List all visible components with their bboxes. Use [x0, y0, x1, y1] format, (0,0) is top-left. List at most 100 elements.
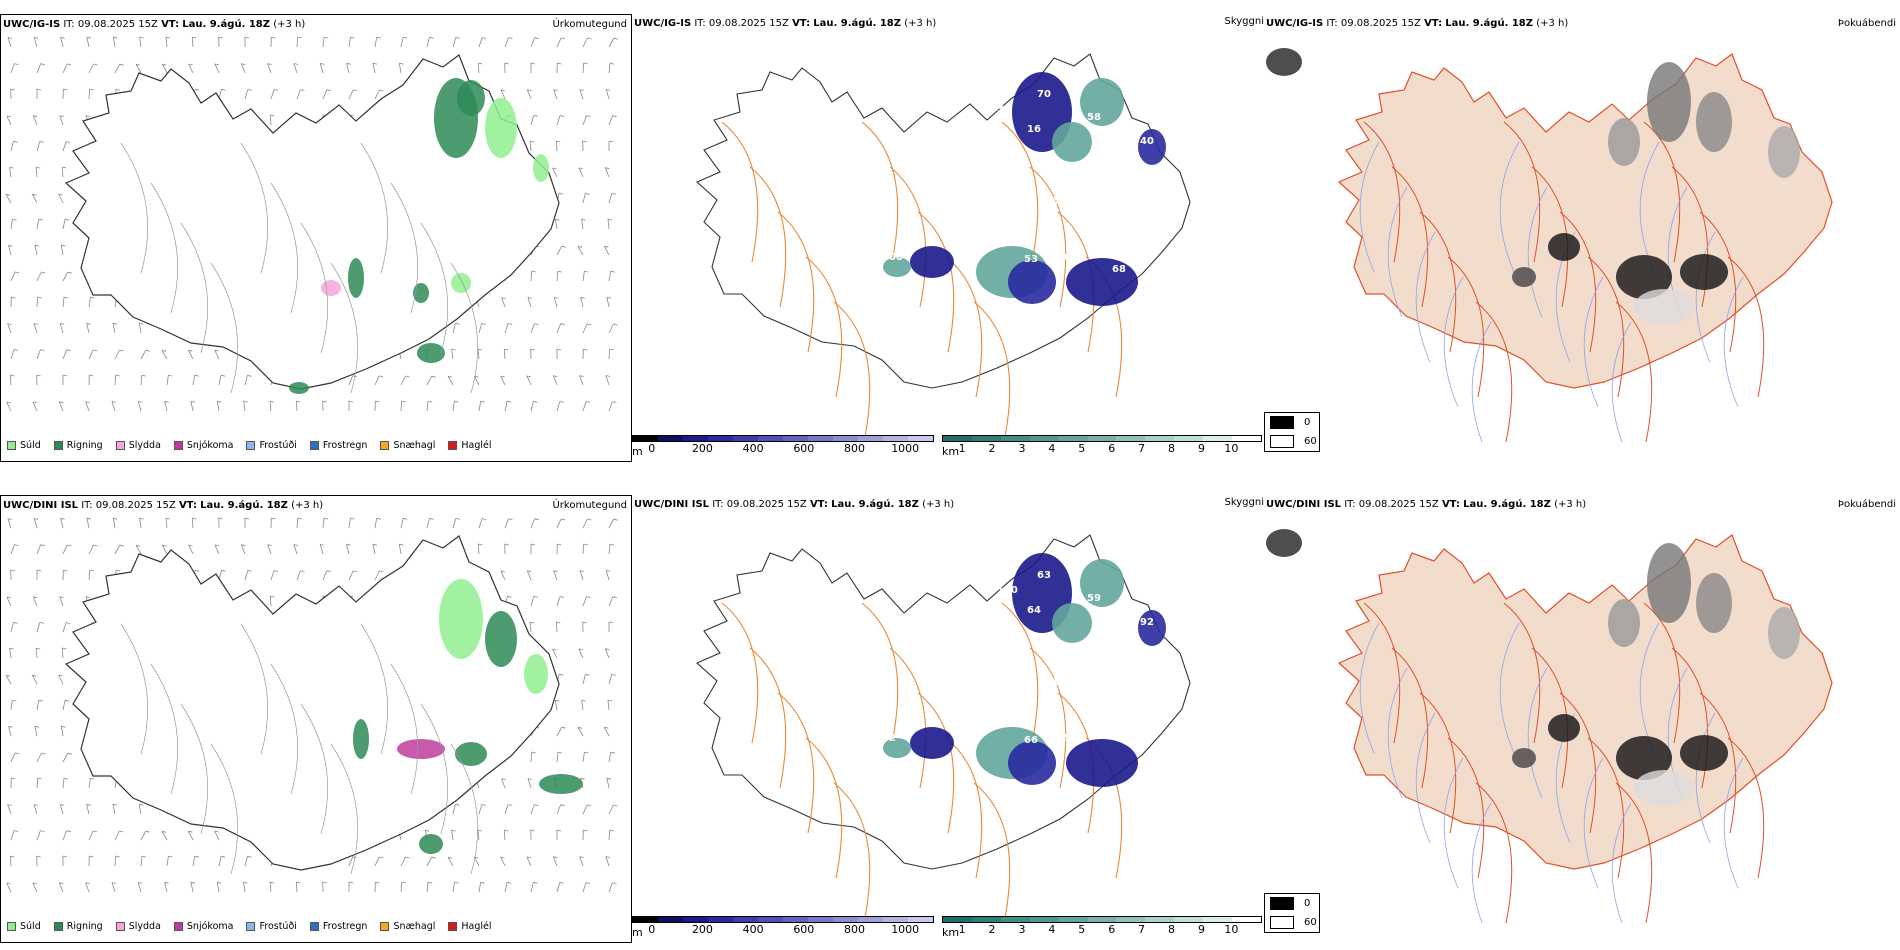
wind-barb: [559, 401, 564, 403]
wind-barb: [376, 517, 381, 520]
wind-barb: [553, 89, 558, 91]
wind-barb: [86, 36, 91, 39]
wind-barb: [556, 621, 561, 624]
wind-barb: [36, 752, 42, 763]
precip-map: [5, 36, 618, 412]
road-line: [150, 663, 179, 795]
road-line: [1001, 602, 1039, 744]
wind-barb: [62, 855, 68, 858]
wind-barb: [322, 37, 325, 48]
wind-barb: [243, 882, 246, 893]
wind-barb: [451, 830, 454, 841]
wind-barb: [534, 37, 539, 40]
wind-barb: [114, 64, 121, 74]
wind-barb: [526, 375, 531, 378]
road-line: [973, 301, 1011, 442]
wind-barb: [115, 855, 120, 858]
wind-barb: [482, 518, 487, 520]
colorbar-tick: 1: [958, 442, 966, 455]
wind-barb: [192, 375, 196, 386]
wind-barb: [608, 401, 613, 412]
wind-barb: [58, 401, 64, 412]
wind-barb: [141, 855, 147, 858]
wind-barb: [112, 323, 116, 334]
wind-barb: [613, 804, 618, 807]
cloud-ceiling-area: [1008, 260, 1056, 304]
cloud-ceiling-area: [1066, 739, 1138, 787]
wind-barb: [137, 882, 142, 893]
road-line: [300, 222, 329, 354]
wind-barb: [346, 543, 351, 546]
wind-barb: [119, 349, 124, 352]
wind-barb: [500, 375, 506, 386]
ceiling-value-label: 59: [1087, 593, 1101, 604]
wind-barb: [112, 804, 116, 815]
wind-barb: [348, 375, 354, 386]
wind-barb: [429, 517, 434, 520]
wind-barb: [216, 882, 220, 893]
wind-barb: [534, 518, 539, 521]
cloud-ceiling-area: [883, 257, 911, 277]
wind-barb: [482, 37, 487, 39]
wind-barb: [561, 726, 566, 729]
river-line: [1723, 276, 1744, 408]
wind-barb: [86, 518, 90, 529]
wind-barb: [221, 855, 226, 858]
iceland-landmass: [1337, 53, 1833, 389]
wind-barb: [556, 829, 562, 832]
wind-barb: [323, 517, 329, 520]
wind-barb: [221, 88, 226, 91]
wind-barb: [452, 804, 456, 815]
wind-barb: [274, 570, 279, 572]
ceiling-value-label: 85: [1087, 154, 1101, 165]
wind-barb: [60, 245, 64, 256]
wind-barb: [36, 569, 42, 572]
colorbar-unit: km: [942, 926, 960, 939]
wind-barb: [138, 882, 143, 884]
wind-barb: [12, 699, 17, 702]
wind-barb: [557, 62, 562, 65]
wind-barb: [111, 401, 116, 403]
wind-barb: [139, 36, 144, 39]
wind-barb: [218, 36, 223, 39]
wind-barb: [36, 544, 42, 555]
wind-barb: [529, 621, 535, 624]
wind-barb: [7, 323, 12, 334]
wind-barb: [582, 323, 588, 334]
legend-swatch: [53, 922, 63, 931]
legend-item: Snjókoma: [173, 440, 233, 451]
cloud-ceiling-area: [1138, 129, 1166, 165]
wind-barb: [115, 88, 121, 91]
legend-label: Snæhagl: [393, 921, 436, 932]
wind-barb: [269, 401, 272, 412]
panel-title: Skyggni: [1224, 497, 1264, 508]
wind-barb: [164, 881, 169, 884]
wind-barb: [581, 700, 584, 711]
colorbar-tick: 400: [742, 442, 764, 455]
wind-barb: [59, 596, 64, 607]
wind-barb: [214, 830, 219, 833]
legend-item: Slydda: [115, 921, 161, 932]
wind-barb: [431, 856, 436, 859]
fog-map: [1266, 529, 1833, 923]
colorbar-unit: m: [632, 926, 643, 939]
ceiling-value-label: 36: [997, 104, 1011, 115]
wind-barb: [119, 544, 124, 547]
wind-barb: [218, 517, 223, 520]
river-line: [1499, 622, 1520, 754]
wind-barb: [478, 37, 483, 48]
wind-barb: [13, 621, 18, 624]
precip-area: [417, 343, 445, 363]
wind-barb: [582, 140, 587, 143]
wind-barb: [9, 855, 12, 867]
wind-barb: [62, 830, 68, 841]
wind-barb: [503, 829, 506, 841]
wind-barb: [86, 323, 90, 334]
colorbar-tick: 0: [648, 442, 656, 455]
river-line: [1359, 141, 1380, 273]
wind-barb: [473, 376, 480, 386]
wind-barb: [583, 829, 588, 832]
legend-swatch: [380, 922, 390, 931]
ceiling-value-label: 60: [1064, 252, 1078, 263]
wind-barb: [7, 37, 12, 39]
